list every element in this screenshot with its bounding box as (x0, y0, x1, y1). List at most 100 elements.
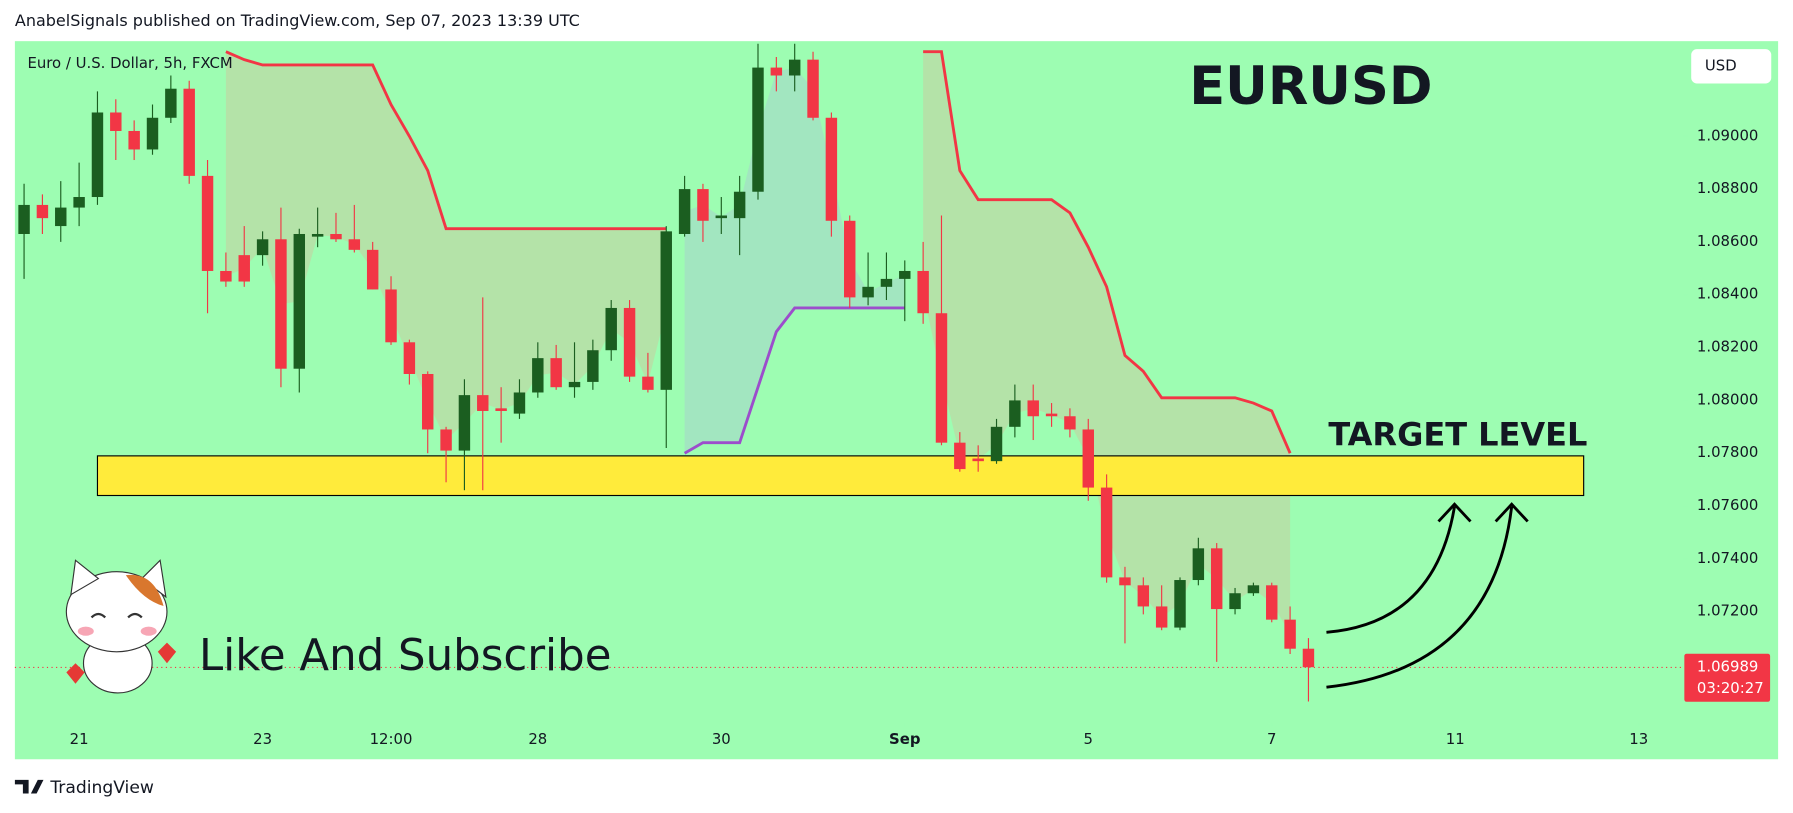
candle-body (844, 220, 856, 298)
candle-body (788, 59, 801, 76)
candle-body (550, 358, 562, 388)
x-tick-label: 30 (712, 730, 731, 748)
last-price-box (1684, 653, 1771, 702)
candle-body (458, 395, 471, 451)
candle-body (825, 117, 838, 221)
candle-body (1174, 580, 1186, 628)
annotation: Like And Subscribe (199, 631, 611, 681)
candle-body (403, 342, 416, 374)
currency-button[interactable] (1691, 49, 1772, 84)
candle-body (568, 381, 581, 388)
x-tick-label: 11 (1446, 730, 1465, 748)
candle-body (91, 112, 104, 198)
candle-body (660, 231, 672, 390)
x-tick-label: 23 (253, 730, 272, 748)
candle-body (899, 270, 911, 279)
candle-body (385, 289, 397, 343)
y-tick-label: 1.07600 (1697, 496, 1758, 514)
candle-body (1119, 577, 1131, 586)
candle-body (954, 442, 966, 470)
candle-body (220, 270, 232, 282)
y-tick-label: 1.08400 (1697, 285, 1758, 303)
sticker (65, 559, 177, 694)
candle-body (807, 59, 819, 118)
candle-body (348, 239, 361, 250)
chart-title: EURUSD (1189, 56, 1432, 117)
candle-body (238, 255, 250, 282)
y-tick-label: 1.07800 (1697, 443, 1758, 461)
candle-body (587, 350, 599, 382)
candle-body (532, 358, 544, 393)
candle-body (477, 395, 489, 411)
candle-body (1045, 413, 1058, 417)
candle-body (1284, 619, 1296, 649)
candle-body (165, 88, 177, 118)
plot-area: 1.07200 1.07400 1.07600 1.07800 1.08000 1.082… (14, 43, 1771, 748)
x-tick-label: 12:00 (370, 730, 413, 748)
candle-body (623, 307, 636, 377)
x-tick-label: Sep (889, 730, 920, 748)
trend-fill (684, 67, 905, 454)
trend-line (225, 50, 667, 231)
x-tick-label: 7 (1267, 730, 1276, 748)
candle-body (1266, 585, 1278, 620)
candle-body (201, 175, 214, 271)
candle-body (1100, 487, 1113, 578)
y-tick-label: 1.08000 (1697, 390, 1758, 408)
candle-body (366, 249, 379, 290)
series-layer (18, 43, 1585, 702)
x-tick-label: 21 (70, 730, 89, 748)
candle-body (1027, 400, 1039, 417)
candle-body (605, 307, 617, 351)
y-tick-label: 1.08800 (1697, 179, 1758, 197)
candle-body (128, 130, 140, 150)
candle-body (275, 239, 287, 369)
symbol-label: Euro / U.S. Dollar, 5h, FXCM (27, 54, 232, 72)
y-tick-label: 1.09000 (1697, 126, 1758, 144)
candle-body (715, 215, 728, 219)
candle-body (935, 313, 948, 443)
candle-body (110, 112, 122, 131)
candle-body (36, 204, 49, 219)
arrows (1326, 502, 1529, 689)
tradingview-logo (14, 779, 44, 794)
candle-body (752, 67, 764, 192)
currency-label: USD (1705, 56, 1737, 74)
candle-body (256, 239, 269, 256)
candle-body (146, 117, 159, 150)
x-tick-label: 28 (528, 730, 547, 748)
candle-body (293, 233, 306, 369)
candle-body (1192, 548, 1205, 581)
x-tick-label: 13 (1629, 730, 1648, 748)
candle-body (73, 197, 85, 208)
trend-fill (225, 51, 667, 441)
target-zone (96, 455, 1585, 497)
candle-body (330, 233, 342, 240)
candle-body (1210, 548, 1223, 610)
publish-header: AnabelSignals published on TradingView.c… (15, 11, 580, 30)
candle-body (513, 392, 526, 414)
candle-body (1082, 429, 1094, 488)
trend-line (683, 306, 905, 455)
candle-body (18, 204, 30, 234)
footer-brand: TradingView (49, 778, 154, 798)
candle-body (183, 88, 195, 176)
candle-body (495, 408, 507, 411)
candle-body (972, 458, 984, 462)
candle-body (1137, 585, 1150, 607)
y-tick-label: 1.07200 (1697, 602, 1758, 620)
target-label: TARGET LEVEL (1328, 415, 1587, 453)
candle-body (1302, 648, 1315, 668)
candle-body (1155, 606, 1168, 628)
x-tick-label: 5 (1084, 730, 1093, 748)
candle-body (697, 189, 709, 221)
y-tick-label: 1.08200 (1697, 338, 1758, 356)
y-tick-label: 1.08600 (1697, 232, 1758, 250)
trend-line (923, 50, 1292, 454)
candle-body (642, 376, 654, 390)
candle-body (990, 426, 1003, 462)
candle-body (440, 429, 452, 451)
candle-body (311, 233, 324, 237)
